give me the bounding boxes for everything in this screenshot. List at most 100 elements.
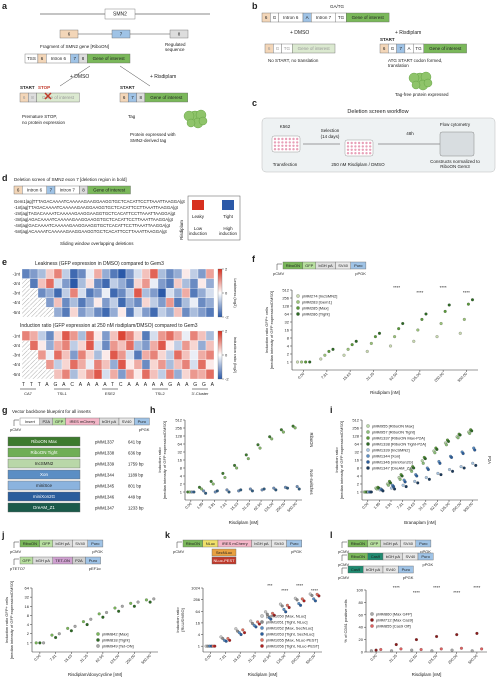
data-point (420, 317, 424, 321)
label: -5nt|ag|ACAAAATCAAAAAGAAGGAAGGTGCTCACATT… (14, 229, 167, 234)
well-icon (369, 141, 372, 145)
y-tick-label: 128 (282, 304, 289, 309)
heatmap-cell (197, 278, 207, 289)
empty-cell (21, 369, 31, 380)
data-point (97, 612, 101, 616)
x-tick-label: 3.91 (208, 502, 216, 510)
heatmap-cell (29, 278, 39, 289)
label: RiboON Gem3 (440, 164, 470, 169)
segment-label: Puro (419, 541, 428, 546)
data-point (369, 490, 373, 494)
x-tick-label: 250.00 (125, 654, 136, 665)
heatmap-cell (165, 369, 175, 380)
label: Tight (223, 214, 234, 219)
data-point (350, 343, 354, 347)
panel-letter: g (2, 405, 8, 415)
y-tick-label: 4 (180, 474, 183, 479)
heatmap-cell (165, 359, 175, 370)
legend-label: pMM286 [Tight] (302, 312, 330, 317)
empty-cell (37, 297, 47, 308)
data-point (388, 481, 392, 485)
data-point (394, 643, 398, 647)
segment-label: Puro (354, 263, 363, 268)
data-point (250, 489, 254, 493)
data-point (296, 360, 300, 364)
label: translation (388, 63, 409, 68)
data-point (257, 622, 261, 626)
heatmap-cell (61, 330, 71, 341)
data-point (81, 620, 85, 624)
data-point (461, 452, 465, 456)
heatmap-cell (189, 330, 199, 341)
label: 250 nM Risdiplam / DMSO (331, 162, 385, 167)
data-point (233, 463, 237, 467)
segment (36, 92, 80, 103)
heatmap-cell (133, 359, 143, 370)
heatmap-cell (101, 307, 111, 318)
well-icon (361, 145, 364, 148)
well-icon (365, 145, 368, 148)
label: induction (189, 231, 208, 236)
y-tick-label: 1 (27, 640, 30, 645)
heatmap-cell (157, 268, 167, 279)
heatmap-cell (45, 350, 55, 360)
y-tick-label: 40 (359, 625, 364, 630)
promoter-arrow (13, 419, 19, 426)
well-icon (273, 137, 277, 141)
segment-label: 8 (82, 56, 85, 61)
data-point (458, 331, 462, 335)
heatmap-cell (101, 288, 111, 298)
empty-cell (37, 369, 47, 380)
segment-label: 6 (41, 56, 44, 61)
heatmap-cell (149, 278, 159, 289)
well-icon (357, 141, 361, 145)
heatmap-cell (45, 359, 55, 370)
heatmap-cell (77, 340, 87, 351)
data-point (152, 597, 156, 601)
data-point (381, 489, 385, 493)
well-icon (296, 137, 299, 141)
label: -4nt|ag|GACAAAATCAAAAAGAAGGAAGGTGCTCACAT… (14, 223, 171, 228)
data-point (42, 641, 46, 645)
heatmap-cell (157, 350, 167, 360)
segment-label: 7 (399, 46, 402, 51)
data-point (226, 636, 230, 640)
x-tick-label: 125.00 (427, 654, 438, 665)
heatmap-cell (85, 369, 95, 380)
heatmap-cell (181, 268, 191, 279)
data-point (399, 647, 403, 651)
label: pPGK (423, 562, 434, 567)
heatmap-cell (125, 350, 135, 360)
empty-cell (21, 288, 31, 298)
heatmap-cell (69, 340, 79, 351)
heatmap-cell (181, 369, 191, 380)
data-point (474, 463, 478, 467)
label: pCMV (338, 562, 349, 567)
heatmap-cell (61, 340, 71, 351)
well-icon (357, 148, 361, 151)
heatmap-cell (189, 288, 199, 298)
heatmap-cell (69, 330, 79, 341)
heatmap-cell (181, 297, 191, 308)
data-point (120, 604, 124, 608)
label: 1759 bp (128, 462, 144, 467)
heatmap-cell (45, 297, 55, 308)
label: 449 bp (128, 495, 142, 500)
heatmap-cell (117, 278, 127, 289)
legend-label: pMM283 [Gem1] (302, 300, 332, 305)
empty-cell (21, 307, 31, 318)
heatmap-cell (189, 369, 199, 380)
data-point (269, 617, 273, 621)
well-icon (346, 141, 350, 145)
segment-label: IRES mCherry (70, 419, 96, 424)
data-point (281, 430, 285, 434)
significance: **** (311, 588, 318, 593)
segment-label: P2A (75, 558, 83, 563)
heatmap-cell (189, 350, 199, 360)
well-icon (296, 144, 299, 147)
label: pCMV (10, 427, 21, 432)
segment-label: Puro (290, 541, 299, 546)
heatmap-cell (205, 288, 215, 298)
y-tick-label: 8 (180, 466, 183, 471)
segment-label: TG (338, 15, 345, 20)
